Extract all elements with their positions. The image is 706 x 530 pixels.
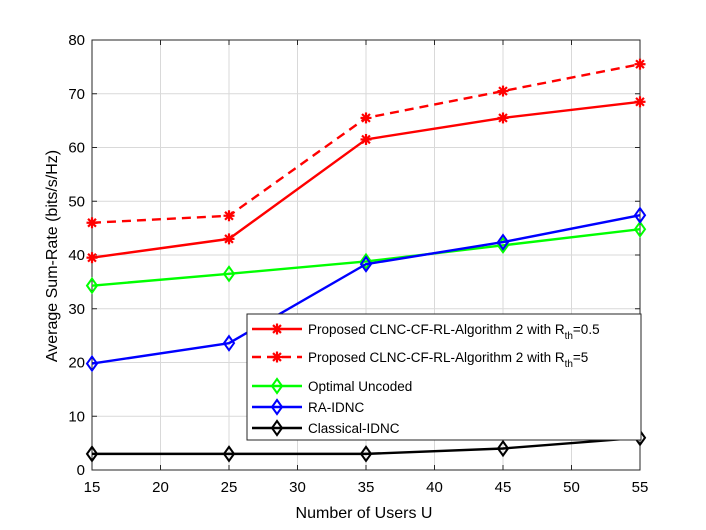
asterisk-stroke — [361, 113, 371, 123]
legend: Proposed CLNC-CF-RL-Algorithm 2 with Rth… — [246, 313, 642, 441]
y-tick-label: 10 — [68, 408, 85, 425]
legend-label-subscript: th — [565, 331, 573, 342]
asterisk-stroke — [224, 211, 234, 221]
series-2-point — [86, 217, 98, 229]
series-5-point — [222, 445, 236, 463]
legend-label-5: Classical-IDNC — [308, 421, 400, 436]
series-4-point — [633, 206, 647, 224]
legend-label-text: Proposed CLNC-CF-RL-Algorithm 2 with R — [308, 322, 565, 337]
series-4-point — [222, 334, 236, 352]
x-tick-label: 20 — [152, 479, 169, 496]
legend-label-2: Proposed CLNC-CF-RL-Algorithm 2 with Rth… — [308, 350, 588, 370]
series-1-point — [86, 252, 98, 264]
series-5-point — [359, 445, 373, 463]
x-tick-label: 35 — [358, 479, 375, 496]
series-1-point — [497, 112, 509, 124]
legend-label-text: Classical-IDNC — [308, 421, 400, 436]
asterisk-stroke — [87, 252, 97, 263]
y-tick-label: 20 — [68, 355, 85, 372]
asterisk-stroke — [224, 234, 234, 244]
series-2-point — [634, 58, 646, 70]
legend-label-4: RA-IDNC — [308, 400, 364, 415]
legend-box — [246, 313, 642, 441]
series-1-point — [634, 96, 646, 108]
legend-label-3: Optimal Uncoded — [308, 379, 412, 394]
legend-marker-5 — [270, 419, 284, 437]
series-3-point — [633, 220, 647, 238]
series-line-3 — [91, 228, 641, 287]
series-3-point — [359, 252, 373, 271]
asterisk-stroke — [635, 97, 645, 107]
series-4-point — [496, 233, 510, 251]
asterisk-stroke — [87, 218, 97, 228]
legend-marker-1 — [271, 323, 283, 335]
series-5-point — [496, 439, 510, 458]
x-tick-label: 50 — [563, 479, 580, 496]
legend-label-suffix: =0.5 — [573, 322, 600, 337]
series-4-point — [85, 354, 99, 373]
series-2-point — [223, 210, 235, 222]
x-tick-label: 15 — [84, 479, 101, 496]
legend-label-subscript: th — [565, 359, 573, 370]
series-line-5 — [92, 436, 641, 456]
series-1-point — [223, 233, 235, 245]
series-line-4 — [91, 214, 641, 365]
x-axis-label: Number of Users U — [296, 505, 433, 522]
y-tick-label: 40 — [68, 247, 85, 264]
legend-marker-3 — [270, 377, 284, 395]
legend-label-text: Proposed CLNC-CF-RL-Algorithm 2 with R — [308, 350, 565, 365]
y-tick-label: 30 — [68, 301, 85, 318]
series-3-point — [222, 265, 236, 283]
y-tick-label: 50 — [68, 193, 85, 210]
x-tick-label: 30 — [289, 479, 306, 496]
y-tick-label: 60 — [68, 140, 85, 157]
asterisk-stroke — [498, 113, 508, 123]
asterisk-stroke — [635, 59, 645, 69]
y-tick-label: 80 — [68, 32, 85, 49]
x-tick-label: 40 — [426, 479, 443, 496]
series-2-point — [497, 85, 509, 97]
legend-label-1: Proposed CLNC-CF-RL-Algorithm 2 with Rth… — [308, 322, 600, 342]
series-4-point — [359, 255, 373, 273]
legend-marker-4 — [270, 398, 284, 416]
legend-label-suffix: =5 — [573, 350, 588, 365]
x-tick-label: 25 — [221, 479, 238, 496]
asterisk-stroke — [498, 86, 508, 96]
y-tick-label: 0 — [77, 462, 85, 479]
y-axis-label: Average Sum-Rate (bits/s/Hz) — [44, 150, 61, 362]
series-5-point — [85, 445, 99, 463]
asterisk-stroke — [361, 134, 371, 145]
series-3-point — [85, 276, 99, 295]
legend-label-text: RA-IDNC — [308, 400, 364, 415]
asterisk-stroke — [272, 324, 282, 334]
x-tick-label: 55 — [632, 479, 649, 496]
series-1-point — [360, 133, 372, 145]
y-tick-label: 70 — [68, 86, 85, 103]
asterisk-stroke — [272, 352, 282, 362]
series-2-point — [360, 112, 372, 124]
legend-marker-2 — [271, 351, 283, 363]
legend-label-text: Optimal Uncoded — [308, 379, 412, 394]
x-tick-label: 45 — [495, 479, 512, 496]
